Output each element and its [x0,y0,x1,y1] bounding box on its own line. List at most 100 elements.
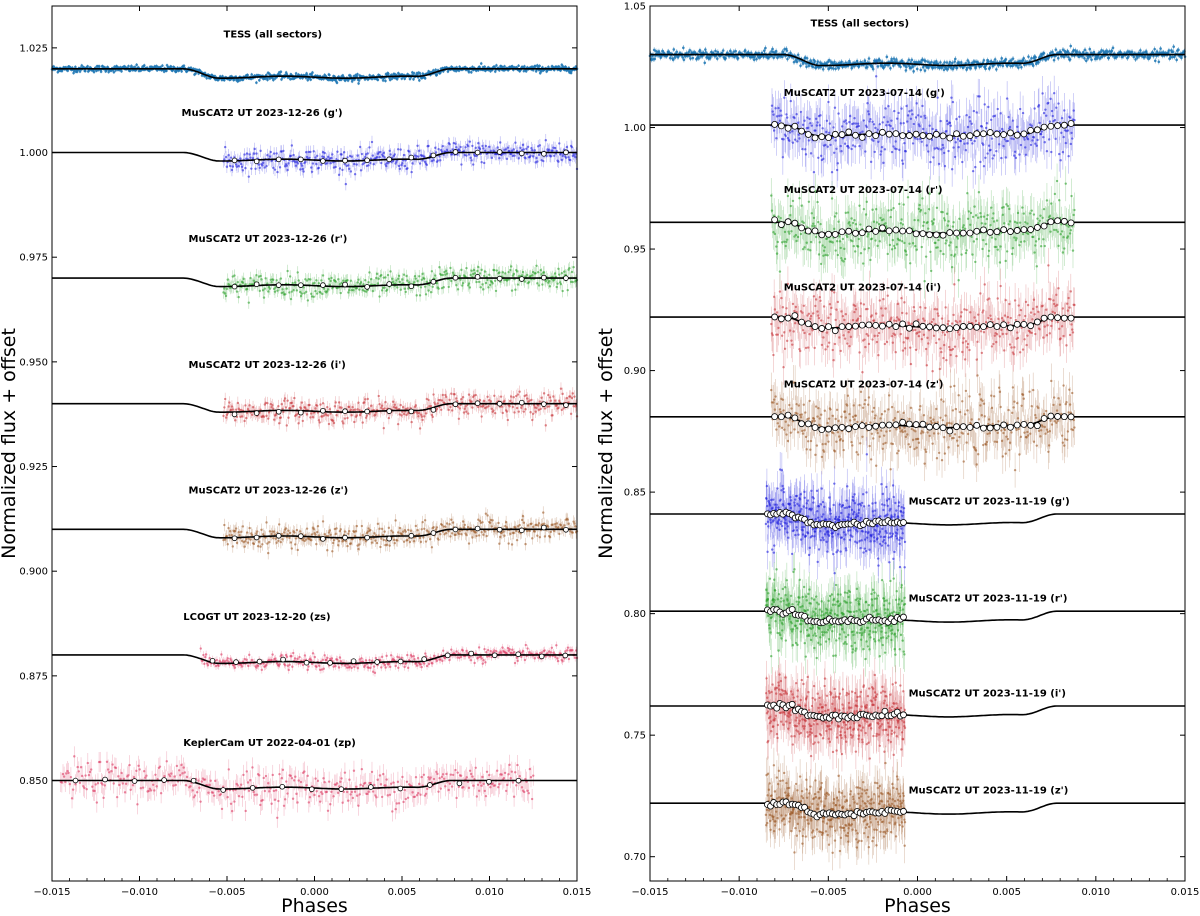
data-point [498,157,500,159]
data-point [367,398,369,400]
data-point [367,152,369,154]
data-point [553,155,555,157]
binned-point [387,157,392,162]
data-point [435,151,437,153]
data-point [361,525,363,527]
data-point [436,526,438,528]
data-point [424,519,426,521]
data-point [507,271,509,273]
data-point [389,153,391,155]
data-point [272,408,274,410]
data-point [280,541,282,543]
data-point [333,422,335,424]
data-point [394,542,396,544]
data-point [406,279,408,281]
data-point [482,147,484,149]
data-point [282,150,284,152]
data-point [425,540,427,542]
binned-point [276,283,281,288]
data-point [467,412,469,414]
data-point [488,274,490,276]
data-point [321,293,323,295]
data-point [372,154,374,156]
data-point [537,271,539,273]
data-point [506,158,508,160]
data-point [480,161,482,163]
data-point [513,154,515,156]
data-point [244,167,246,169]
data-point [284,397,286,399]
data-point [313,282,315,284]
data-point [432,393,434,395]
data-point [529,411,531,413]
data-point [538,284,540,286]
data-point [399,148,401,150]
data-point [538,65,541,68]
data-point [525,70,528,73]
data-point [500,395,502,397]
data-point [437,148,439,150]
data-point [161,64,164,67]
data-point [242,169,244,171]
data-point [448,523,450,525]
binned-point [254,411,259,416]
data-point [467,526,469,528]
data-point [84,70,87,73]
data-point [237,281,239,283]
data-point [269,287,271,289]
data-point [570,72,573,75]
data-point [318,167,320,169]
data-point [569,159,571,161]
data-point [340,292,342,294]
binned-point [431,279,436,284]
data-point [380,538,382,540]
data-point [442,394,444,396]
data-point [468,542,470,544]
data-point [270,151,272,153]
binned-point [497,150,502,155]
data-point [240,531,242,533]
data-point [431,270,433,272]
data-point [483,162,485,164]
data-point [364,398,366,400]
data-point [335,166,337,168]
data-point [480,62,483,65]
data-point [570,413,572,415]
binned-point [343,409,348,414]
binned-point [387,282,392,287]
data-point [264,287,266,289]
data-point [424,285,426,287]
data-point [296,529,298,531]
data-point [251,534,253,536]
data-point [331,153,333,155]
data-point [517,64,520,67]
data-point [449,406,451,408]
data-point [481,521,483,523]
data-point [357,279,359,281]
data-point [267,552,269,554]
data-point [427,145,429,147]
data-point [557,161,559,163]
data-point [517,283,519,285]
data-point [231,534,233,536]
data-point [275,279,277,281]
data-point [389,270,391,272]
data-point [561,272,563,274]
data-point [517,393,519,395]
data-point [383,427,385,429]
data-point [315,543,317,545]
binned-point [431,153,436,158]
binned-point [475,274,480,279]
data-point [249,157,251,159]
data-point [560,283,562,285]
data-point [248,301,250,303]
data-point [295,72,298,75]
data-point [315,279,317,281]
data-point [532,413,534,415]
data-point [265,165,267,167]
data-point [451,532,453,534]
data-point [272,167,274,169]
data-point [507,419,509,421]
data-point [416,294,418,296]
